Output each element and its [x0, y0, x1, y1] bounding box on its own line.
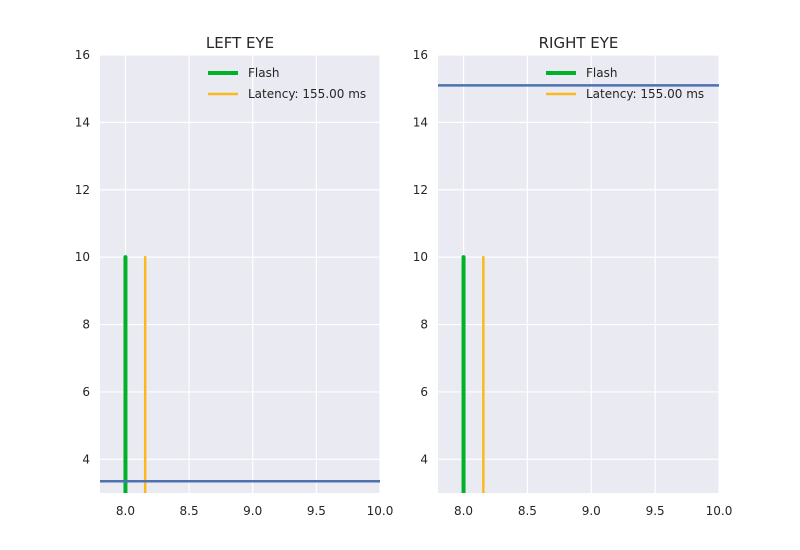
- panel2-ytick-label-2: 8: [420, 318, 428, 332]
- panel1-legend-label-0: Flash: [248, 66, 279, 80]
- panel2-legend-label-0: Flash: [586, 66, 617, 80]
- panel1-xtick-label-3: 9.5: [307, 504, 326, 518]
- panel1-ytick-label-0: 4: [82, 452, 90, 466]
- panel2-ytick-label-3: 10: [413, 250, 428, 264]
- panel2-xtick-label-2: 9.0: [582, 504, 601, 518]
- panel2-xtick-label-4: 10.0: [706, 504, 733, 518]
- panel1-ytick-label-2: 8: [82, 318, 90, 332]
- panel1-ytick-label-6: 16: [75, 48, 90, 62]
- panel1-ytick-label-5: 14: [75, 115, 90, 129]
- panel1-ytick-label-1: 6: [82, 385, 90, 399]
- panel2-ytick-label-1: 6: [420, 385, 428, 399]
- panel1-ytick-label-3: 10: [75, 250, 90, 264]
- panel2-legend-label-1: Latency: 155.00 ms: [586, 87, 704, 101]
- panel1-ytick-label-4: 12: [75, 183, 90, 197]
- panel2-ytick-label-0: 4: [420, 452, 428, 466]
- panel1-title: LEFT EYE: [206, 34, 274, 52]
- panel2-ytick-label-5: 14: [413, 115, 428, 129]
- panel1-plot-area: [100, 55, 380, 493]
- panel1-xtick-label-1: 8.5: [180, 504, 199, 518]
- panel2-series-group: [438, 84, 719, 493]
- panel2-ytick-label-4: 12: [413, 183, 428, 197]
- panel1-xtick-label-2: 9.0: [243, 504, 262, 518]
- panel1-xtick-label-4: 10.0: [367, 504, 394, 518]
- panel2-group: 8.0 8.5 9.0 9.5 10.0 4 6 8 10 12 14 16 RIGHT EYE Flas…: [413, 34, 733, 518]
- panel2-plot-area: [438, 55, 719, 493]
- panel1-group: 8.0 8.5 9.0 9.5 10.0 4 6 8 10 12 14 16 LEFT EYE Flash…: [75, 34, 394, 518]
- panel2-xtick-label-1: 8.5: [518, 504, 537, 518]
- panel1-legend-label-1: Latency: 155.00 ms: [248, 87, 366, 101]
- panel1-xtick-label-0: 8.0: [116, 504, 135, 518]
- panel1-series-group: [100, 255, 380, 493]
- panel2-xtick-label-3: 9.5: [646, 504, 665, 518]
- panel2-title: RIGHT EYE: [539, 34, 619, 52]
- panel2-xtick-label-0: 8.0: [454, 504, 473, 518]
- panel2-ytick-label-6: 16: [413, 48, 428, 62]
